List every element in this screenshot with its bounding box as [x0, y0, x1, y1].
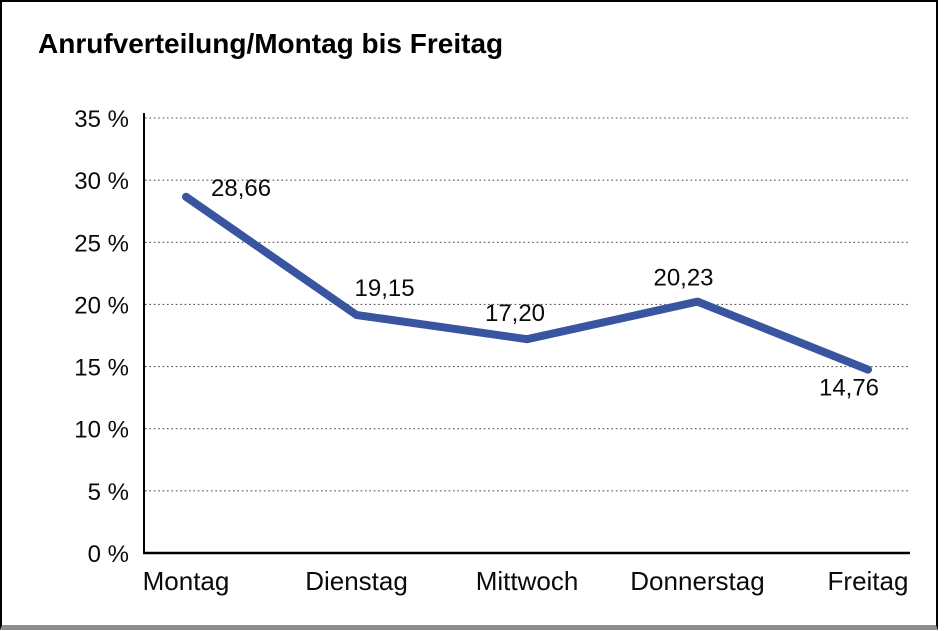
y-axis-tick-labels: 0 % 5 % 10 % 15 % 20 % 25 % 30 % 35 % — [74, 106, 129, 568]
x-category-label: Dienstag — [305, 566, 408, 596]
x-axis-category-labels: Montag Dienstag Mittwoch Donnerstag Freitag — [143, 566, 909, 596]
data-label: 20,23 — [653, 265, 713, 292]
series-lines — [182, 192, 872, 374]
y-tick-label: 10 % — [74, 417, 129, 444]
y-tick-label: 20 % — [74, 292, 129, 319]
x-category-label: Mittwoch — [476, 566, 579, 596]
y-tick-label: 0 % — [88, 541, 129, 568]
y-tick-label: 30 % — [74, 168, 129, 195]
y-tick-label: 25 % — [74, 230, 129, 257]
data-label: 14,76 — [819, 375, 879, 402]
data-label: 17,20 — [485, 300, 545, 327]
x-category-label: Freitag — [828, 566, 909, 596]
y-tick-label: 35 % — [74, 106, 129, 133]
y-tick-label: 5 % — [88, 479, 129, 506]
data-label: 28,66 — [211, 175, 271, 202]
chart-title: Anrufverteilung/Montag bis Freitag — [38, 28, 504, 59]
axes — [143, 113, 910, 555]
data-labels: 28,66 19,15 17,20 20,23 14,76 — [211, 175, 879, 402]
x-category-label: Montag — [143, 566, 230, 596]
series-line — [182, 192, 872, 374]
x-category-label: Donnerstag — [630, 566, 764, 596]
y-tick-label: 15 % — [74, 355, 129, 382]
data-label: 19,15 — [355, 275, 415, 302]
